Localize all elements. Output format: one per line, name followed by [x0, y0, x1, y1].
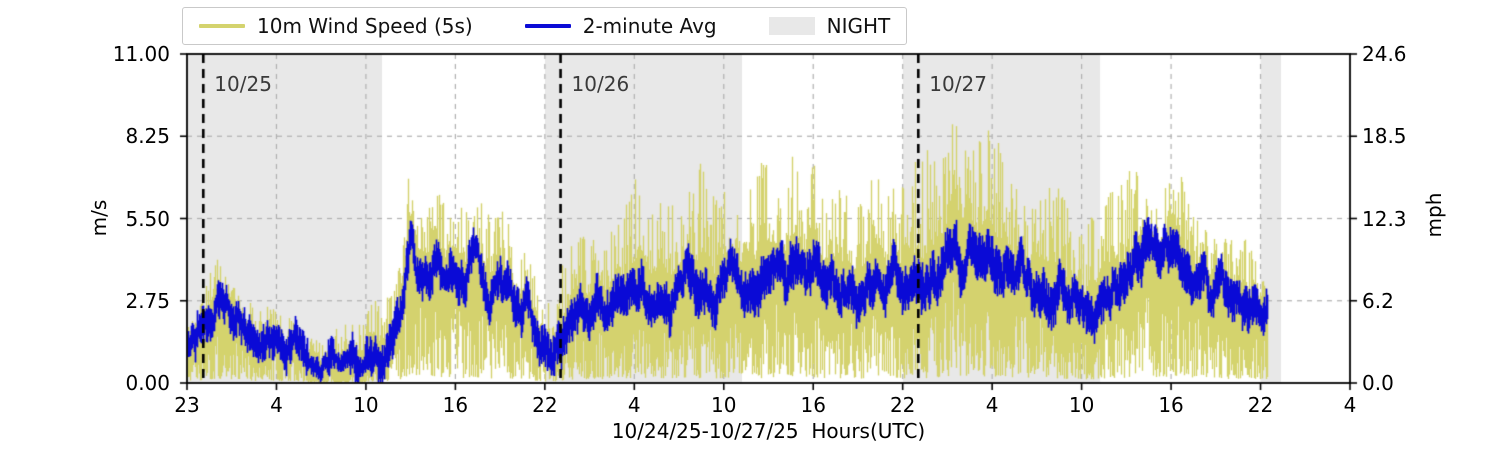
x-tick-label: 4 [985, 393, 999, 417]
x-tick-label: 22 [532, 393, 558, 417]
night-legend-swatch [768, 17, 815, 35]
y-axis-label-right: mph [1422, 192, 1446, 238]
night-legend-label: NIGHT [826, 14, 891, 38]
x-tick-label: 23 [174, 393, 200, 417]
y-tick-label-right: 6.2 [1362, 288, 1394, 313]
day-label: 10/26 [571, 72, 630, 96]
y-tick-label-right: 18.5 [1362, 124, 1407, 149]
x-tick-label: 4 [270, 393, 283, 417]
x-tick-label: 16 [1158, 393, 1184, 417]
x-axis-label: 10/24/25-10/27/25 Hours(UTC) [611, 419, 926, 443]
y-tick-label-left: 0.00 [125, 371, 170, 395]
x-tick-label: 22 [889, 393, 916, 417]
x-tick-label: 16 [442, 393, 469, 417]
y-tick-label-left: 2.75 [125, 288, 170, 313]
day-label: 10/27 [929, 72, 987, 96]
x-tick-label: 4 [1343, 393, 1357, 417]
y-tick-label-left: 11.00 [112, 42, 170, 66]
wind-5s-legend-swatch [199, 24, 245, 28]
y-tick-label-right: 12.3 [1362, 206, 1407, 231]
x-tick-label: 10 [1068, 393, 1095, 417]
y-tick-label-left: 8.25 [125, 124, 170, 149]
y-tick-label-right: 0.0 [1362, 371, 1394, 395]
x-tick-label: 22 [1247, 393, 1274, 417]
wind-5s-legend-label: 10m Wind Speed (5s) [257, 14, 473, 38]
day-label: 10/25 [214, 72, 272, 96]
x-tick-label: 4 [627, 393, 641, 417]
y-tick-label-left: 5.50 [125, 206, 170, 231]
x-tick-label: 16 [800, 393, 826, 417]
avg-legend-swatch [524, 24, 571, 28]
y-tick-label-right: 24.6 [1362, 42, 1407, 66]
avg-legend-label: 2-minute Avg [582, 14, 717, 38]
chart-legend: 10m Wind Speed (5s) 2-minute Avg NIGHT [182, 7, 908, 45]
x-tick-label: 10 [711, 393, 737, 417]
x-tick-label: 10 [353, 393, 379, 417]
